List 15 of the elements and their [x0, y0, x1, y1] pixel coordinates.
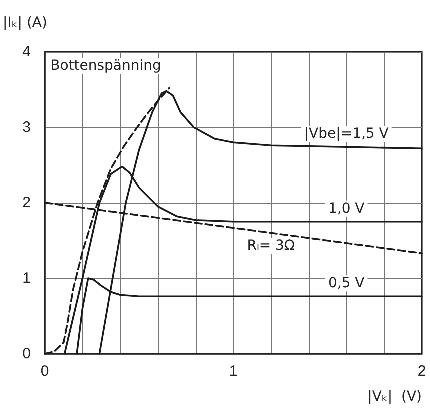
- y-axis-title: |Iₖ| (A): [3, 15, 48, 31]
- y-tick-label: 1: [22, 270, 31, 287]
- y-tick-label: 0: [22, 346, 31, 362]
- y-tick-label: 3: [22, 119, 31, 136]
- series-label: 0,5 V: [328, 276, 366, 292]
- x-tick-label: 0: [40, 363, 50, 380]
- series-label: Rₗ= 3Ω: [247, 238, 296, 254]
- x-axis-title: |Vₖ| (V): [368, 389, 422, 405]
- x-tick-label: 2: [418, 363, 426, 380]
- series-label: 1,0 V: [328, 200, 366, 217]
- series-label: Bottenspänning: [50, 58, 162, 74]
- x-tick-label: 1: [229, 363, 238, 380]
- y-tick-label: 2: [22, 194, 31, 212]
- y-tick-label: 4: [22, 44, 31, 60]
- series-label: |Vbe|=1,5 V: [304, 126, 390, 142]
